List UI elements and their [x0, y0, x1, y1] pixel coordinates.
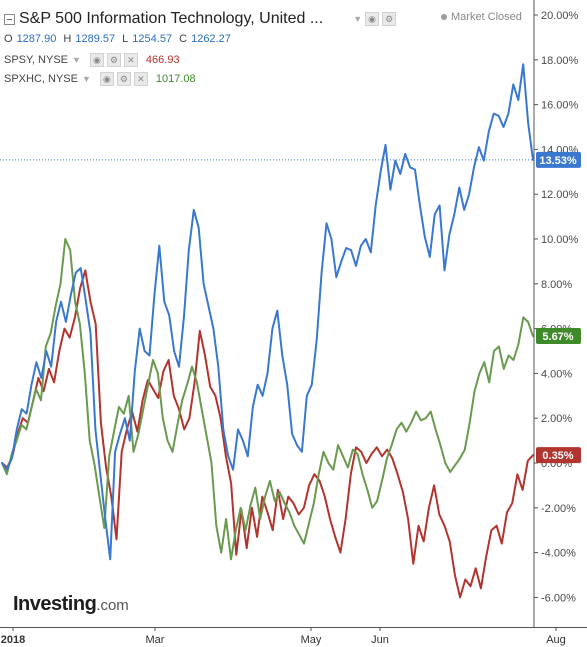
overlay-row-spsy: SPSY, NYSE ▼ ◉ ⚙ ✕ 466.93 — [4, 53, 180, 67]
gear-icon[interactable]: ⚙ — [106, 53, 121, 67]
chevron-down-icon[interactable]: ▼ — [72, 55, 81, 65]
x-tick-label: May — [301, 634, 322, 646]
ohlc-row: O 1287.90 H 1289.57 L 1254.57 C 1262.27 — [4, 33, 235, 45]
last-value-badge — [536, 151, 581, 168]
y-tick-label: 18.00% — [541, 55, 579, 67]
y-tick-label: 20.00% — [541, 10, 579, 22]
status-dot-icon — [441, 14, 447, 20]
eye-icon[interactable]: ◉ — [89, 53, 104, 67]
low-label: L — [122, 33, 129, 45]
gear-icon[interactable]: ⚙ — [116, 72, 131, 86]
open-label: O — [4, 33, 13, 45]
y-tick-label: 10.00% — [541, 234, 579, 246]
close-icon[interactable]: ✕ — [133, 72, 148, 86]
y-tick-label: 8.00% — [541, 279, 572, 291]
gear-icon[interactable]: ⚙ — [382, 12, 397, 26]
logo-suffix: .com — [96, 597, 129, 614]
y-tick-label: 4.00% — [541, 368, 572, 380]
eye-icon[interactable]: ◉ — [365, 12, 380, 26]
last-value-label: 13.53% — [539, 155, 577, 167]
high-label: H — [63, 33, 72, 45]
chevron-down-icon[interactable]: ▼ — [353, 14, 363, 24]
y-tick-label: -4.00% — [541, 548, 576, 560]
close-label: C — [179, 33, 188, 45]
last-value-badge — [536, 327, 581, 344]
y-tick-label: 16.00% — [541, 100, 579, 112]
low-value: 1254.57 — [132, 33, 173, 45]
open-value: 1287.90 — [16, 33, 57, 45]
chevron-down-icon[interactable]: ▼ — [81, 74, 91, 84]
series-line-blue — [1, 63, 534, 561]
overlay-value-spxhc: 1017.08 — [155, 73, 196, 85]
overlay-label-spsy: SPSY, NYSE — [4, 54, 68, 66]
x-tick-label: 2018 — [1, 634, 25, 646]
close-value: 1262.27 — [191, 33, 231, 45]
y-tick-label: 12.00% — [541, 189, 579, 201]
market-status: Market Closed — [441, 11, 522, 23]
x-tick-label: Mar — [146, 634, 165, 646]
last-value-label: 5.67% — [542, 331, 573, 343]
last-value-label: 0.35% — [542, 450, 573, 462]
high-value: 1289.57 — [75, 33, 116, 45]
eye-icon[interactable]: ◉ — [99, 72, 114, 86]
y-tick-label: -6.00% — [541, 592, 576, 604]
series-line-red — [1, 269, 534, 599]
market-status-text: Market Closed — [451, 11, 522, 23]
chart-header: S&P 500 Information Technology, United .… — [4, 8, 397, 30]
collapse-icon[interactable] — [4, 13, 15, 25]
x-tick-label: Aug — [546, 634, 566, 646]
series-line-green — [1, 238, 534, 561]
y-tick-label: -2.00% — [541, 503, 576, 515]
overlay-label-spxhc: SPXHC, NYSE — [4, 73, 78, 85]
close-icon[interactable]: ✕ — [123, 53, 138, 67]
logo-text: Investing — [13, 593, 97, 615]
x-tick-label: Jun — [371, 634, 389, 646]
plot-area — [0, 63, 534, 599]
chart-title: S&P 500 Information Technology, United .… — [19, 10, 324, 27]
last-value-badge — [536, 447, 581, 464]
overlay-row-spxhc: SPXHC, NYSE ▼ ◉ ⚙ ✕ 1017.08 — [4, 72, 196, 86]
y-tick-label: 2.00% — [541, 413, 572, 425]
investing-logo: Investing.com — [13, 593, 129, 616]
overlay-value-spsy: 466.93 — [145, 54, 180, 66]
